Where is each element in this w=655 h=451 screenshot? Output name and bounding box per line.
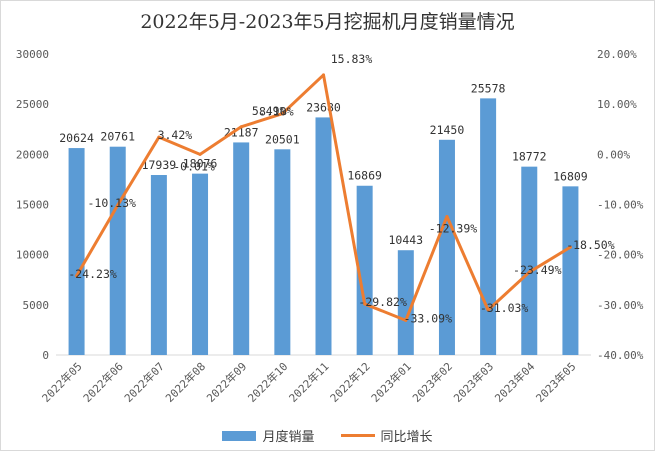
bar [356,185,373,355]
left-axis-tick-label: 30000 [16,48,49,61]
growth-value-label: -23.49% [513,263,562,277]
x-axis-tick-label: 2023年02 [409,359,455,405]
bar [438,139,455,355]
growth-value-label: 5.49% [252,104,287,118]
growth-point [527,270,531,274]
growth-value-label: -10.13% [87,196,136,210]
right-axis-tick-label: -30.00% [597,299,644,312]
legend-swatch-bars [222,430,257,441]
bar-value-label: 16809 [553,169,588,183]
left-axis-tick-label: 20000 [16,148,49,161]
left-axis-tick-label: 5000 [23,299,50,312]
x-axis-tick-label: 2023年04 [492,359,538,405]
legend-label-bars: 月度销量 [262,430,315,445]
bar [68,148,85,355]
left-axis-tick-label: 15000 [16,199,49,212]
chart-title: 2022年5月-2023年5月挖掘机月度销量情况 [140,11,515,33]
x-axis-tick-label: 2022年05 [39,359,85,405]
legend-item-bars: 月度销量 [222,426,315,445]
bar [480,98,497,355]
legend: 月度销量 同比增长 [1,426,654,445]
growth-value-label: -33.09% [404,311,453,325]
bar-value-label: 18772 [512,150,547,164]
left-axis-tick-label: 0 [42,349,49,362]
growth-value-label: -24.23% [68,267,117,281]
right-axis-tick-label: 0.00% [597,148,630,161]
x-axis-tick-label: 2022年10 [245,359,291,405]
bar-value-label: 10443 [388,233,423,247]
growth-value-label: -18.50% [566,238,615,252]
left-axis-tick-label: 25000 [16,98,49,111]
x-axis-tick-label: 2022年06 [80,359,126,405]
bar [521,166,538,355]
left-axis-tick-label: 10000 [16,249,49,262]
growth-value-label: 3.42% [158,128,193,142]
x-axis-tick-label: 2022年07 [121,359,167,405]
bar-value-label: 20624 [59,131,94,145]
bar [397,250,414,355]
growth-point [568,245,572,249]
bar [192,173,209,355]
x-axis-tick-label: 2022年09 [204,359,250,405]
legend-label-line: 同比增长 [380,430,433,445]
right-axis-tick-label: 10.00% [597,98,637,111]
bar [150,175,167,355]
right-axis-tick-label: -10.00% [597,199,644,212]
growth-point [239,125,243,129]
bar [274,149,291,355]
x-axis-tick-label: 2022年12 [327,359,373,405]
growth-point [322,73,325,77]
bar-value-label: 21450 [430,123,465,137]
bar-value-label: 25578 [471,81,506,95]
growth-point [280,112,284,116]
x-axis-tick-label: 2022年08 [162,359,208,405]
bar-value-label: 20761 [100,130,135,144]
growth-value-label: -12.39% [429,221,478,235]
growth-point [363,302,367,306]
right-axis-tick-label: -20.00% [597,249,644,262]
bar-value-label: 20501 [265,132,300,146]
bar [315,117,332,355]
growth-point [486,308,490,312]
legend-item-line: 同比增长 [340,426,433,445]
x-axis-tick-label: 2023年01 [368,359,414,405]
bar [109,146,126,355]
growth-point [116,203,120,207]
growth-point [75,274,79,278]
growth-point [198,152,202,156]
bar [562,186,579,355]
growth-value-label: 15.83% [331,52,373,66]
bar-value-label: 21187 [224,125,259,139]
growth-value-label: -0.01% [173,159,215,173]
growth-point [445,214,449,218]
bar-value-label: 18076 [183,157,218,171]
right-axis-tick-label: -40.00% [597,349,644,362]
growth-value-label: 8.10% [259,105,294,119]
chart-canvas: 0 5000 10000 15000 20000 25000 30000 -40.00% -30… [16,48,644,405]
bar-value-label: 17939 [142,158,177,172]
bar [233,142,250,355]
bar-value-label: 23680 [306,100,341,114]
x-axis-tick-label: 2023年03 [450,359,496,405]
x-axis-tick-label: 2023年05 [533,359,579,405]
growth-value-label: -29.82% [358,295,407,309]
x-axis-tick-label: 2022年11 [286,359,332,405]
growth-value-label: -31.03% [480,301,529,315]
growth-point [404,318,408,322]
bar-value-label: 16869 [347,169,382,183]
legend-swatch-line [340,434,375,437]
right-axis-tick-label: 20.00% [597,48,637,61]
growth-point [157,135,161,139]
